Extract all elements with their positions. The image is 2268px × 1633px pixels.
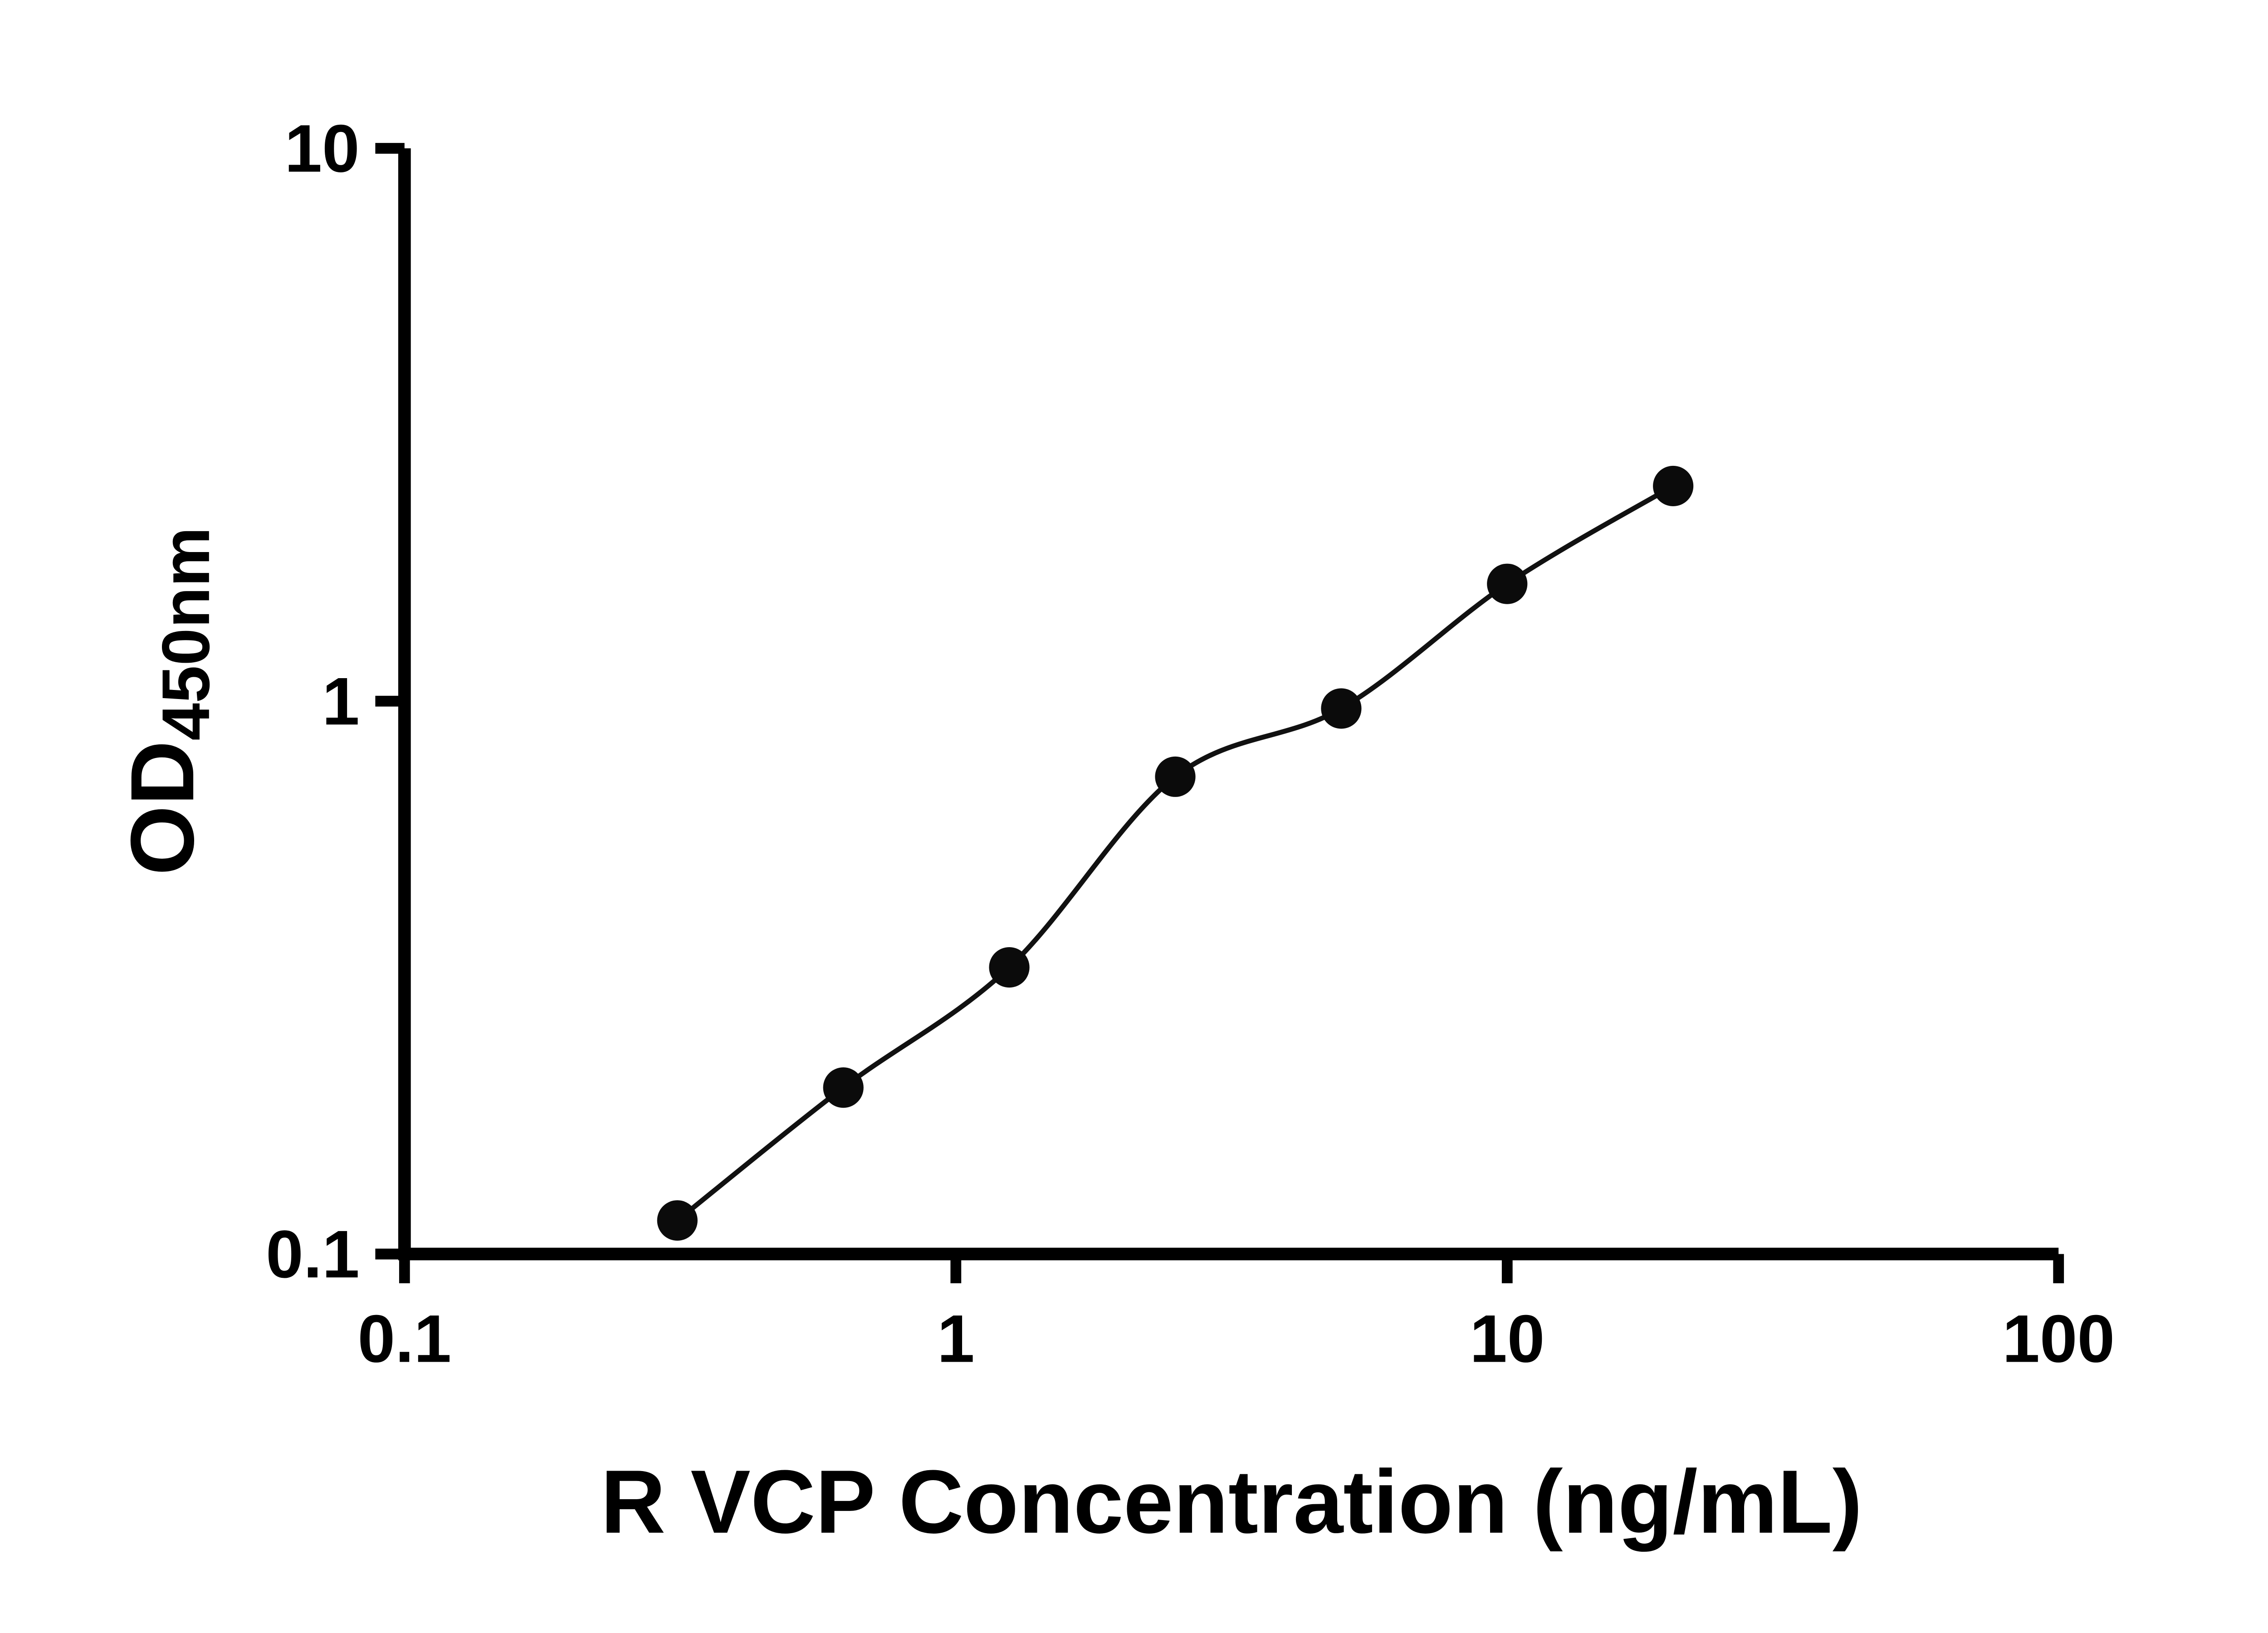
data-point [657,1200,698,1241]
data-point [1653,465,1694,507]
x-tick-label: 10 [1470,1301,1545,1376]
plot-layer: 0.1 1 10 100 0.1 1 10 [266,111,2115,1377]
y-tick-label: 0.1 [266,1217,360,1292]
x-axis-title: R VCP Concentration (ng/mL) [601,1452,1862,1552]
data-point [1487,563,1528,604]
data-point [1155,756,1196,797]
x-tick-label: 0.1 [357,1301,451,1376]
fit-curve [675,484,1675,1222]
axis-line [398,148,2059,1261]
data-point [823,1067,864,1108]
y-axis-title-sub: 450nm [148,527,224,741]
x-tick-label: 1 [937,1301,975,1376]
y-tick-label: 10 [284,111,359,186]
y-tick-label: 1 [322,664,360,739]
x-tick-label: 100 [2002,1301,2115,1376]
data-point [1321,688,1362,729]
data-point [989,947,1030,988]
y-axis-title-main: OD [112,741,212,875]
y-axis-title: OD450nm [112,527,224,875]
